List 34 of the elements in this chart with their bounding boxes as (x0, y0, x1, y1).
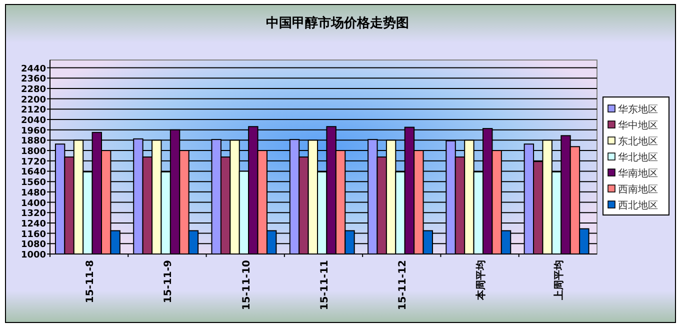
y-tick-label: 2200 (20, 95, 46, 106)
legend-label: 华北地区 (618, 152, 658, 164)
x-tick-label: 本周平均 (474, 260, 487, 301)
x-tick-label: 15-11-9 (163, 260, 174, 304)
y-tick-label: 1720 (20, 157, 46, 168)
y-tick-label: 1560 (20, 178, 46, 188)
y-tick-label: 1880 (20, 136, 46, 147)
y-tick-label: 2280 (20, 84, 46, 95)
x-tick-label: 15-11-12 (398, 260, 409, 310)
y-tick-label: 2440 (20, 64, 46, 74)
legend-label: 华中地区 (618, 120, 658, 132)
legend-label: 华南地区 (618, 168, 658, 180)
y-tick-label: 1960 (20, 126, 46, 136)
x-tick-label: 15-11-11 (320, 260, 330, 310)
x-tick-label: 上周平均 (552, 260, 565, 301)
y-tick-label: 1400 (20, 198, 46, 209)
y-tick-label: 1080 (20, 240, 46, 250)
legend-label: 西南地区 (618, 184, 658, 196)
y-tick-label: 1480 (20, 188, 46, 198)
y-tick-label: 2120 (20, 106, 46, 116)
chart-title: 中国甲醇市场价格走势图 (266, 15, 409, 31)
y-tick-label: 1640 (20, 168, 46, 178)
legend-label: 东北地区 (618, 136, 658, 148)
y-tick-label: 2040 (20, 116, 46, 126)
y-tick-label: 1240 (20, 219, 46, 230)
legend-label: 华东地区 (618, 104, 658, 116)
y-tick-label: 2360 (20, 74, 46, 85)
legend-label: 西北地区 (618, 200, 658, 212)
y-tick-label: 1160 (20, 230, 46, 240)
y-tick-label: 1320 (20, 209, 46, 220)
x-tick-label: 15-11-8 (85, 260, 96, 304)
x-tick-label: 15-11-10 (241, 260, 252, 310)
y-tick-label: 1800 (20, 147, 46, 158)
y-tick-label: 1000 (20, 250, 46, 260)
